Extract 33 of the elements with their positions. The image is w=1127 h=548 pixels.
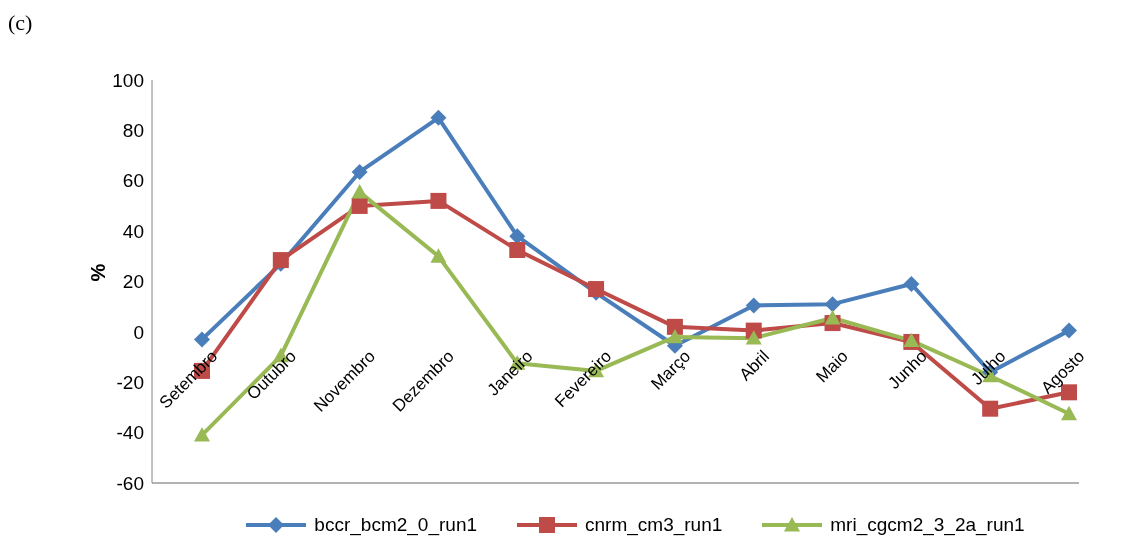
point (903, 276, 920, 293)
point (824, 310, 841, 325)
chart-title: (c) (8, 10, 33, 36)
legend-label: bccr_bcm2_0_run1 (314, 514, 478, 536)
point (430, 109, 447, 126)
point (351, 163, 368, 180)
point (1061, 405, 1077, 421)
point (430, 248, 447, 263)
point (982, 400, 999, 417)
point (666, 318, 683, 335)
legend-label: cnrm_cm3_run1 (585, 514, 723, 536)
point (824, 296, 841, 313)
point (509, 242, 526, 259)
legend-label: mri_cgcm2_3_2a_run1 (830, 514, 1025, 536)
y-tick-label: -20 (116, 371, 144, 393)
y-tick-label: 80 (122, 120, 144, 142)
y-tick-label: -60 (116, 472, 144, 494)
point (745, 297, 762, 314)
point (430, 192, 447, 209)
y-tick-label: -40 (116, 422, 144, 444)
point (351, 197, 368, 214)
y-tick-label: 40 (122, 220, 144, 242)
point (194, 331, 210, 348)
point (745, 330, 762, 345)
y-tick-label: 20 (122, 271, 144, 293)
point (666, 328, 683, 344)
y-tick-label: 0 (133, 321, 144, 343)
y-tick-label: 60 (122, 170, 144, 192)
point (1061, 322, 1077, 339)
y-axis-title: % (87, 263, 110, 282)
point (351, 184, 368, 199)
point (194, 427, 210, 442)
y-tick-label: 100 (112, 69, 144, 91)
